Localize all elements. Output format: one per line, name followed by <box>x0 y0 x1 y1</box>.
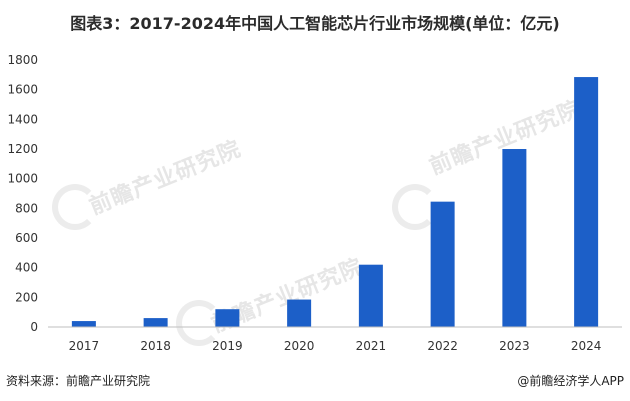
x-tick-label: 2021 <box>356 339 387 353</box>
bar-2021 <box>358 264 383 327</box>
y-tick-label: 0 <box>30 320 38 334</box>
y-tick-label: 1000 <box>7 172 38 186</box>
y-axis-ticks: 0 200 400 600 800 1000 1200 1400 1600 1800 <box>7 53 38 334</box>
y-tick-label: 1200 <box>7 142 38 156</box>
bar-2024 <box>574 77 599 327</box>
y-tick-label: 200 <box>15 290 38 304</box>
y-tick-label: 400 <box>15 261 38 275</box>
x-tick-label: 2022 <box>427 339 458 353</box>
bar-2018 <box>143 318 168 327</box>
bar-2020 <box>287 299 312 327</box>
y-tick-label: 1600 <box>7 83 38 97</box>
x-tick-label: 2019 <box>212 339 243 353</box>
chart-title: 图表3：2017-2024年中国人工智能芯片行业市场规模(单位：亿元) <box>70 14 560 33</box>
x-tick-label: 2018 <box>140 339 171 353</box>
x-tick-label: 2020 <box>284 339 315 353</box>
bar-2022 <box>430 201 455 327</box>
x-tick-label: 2023 <box>499 339 530 353</box>
watermark-logo-icon <box>176 300 222 346</box>
watermark-logo-icon <box>52 184 98 230</box>
bar-2017 <box>71 321 96 327</box>
x-tick-label: 2017 <box>69 339 100 353</box>
source-note: 资料来源：前瞻产业研究院 <box>6 374 151 388</box>
y-tick-label: 800 <box>15 201 38 215</box>
bar-2019 <box>215 309 240 327</box>
y-tick-label: 1400 <box>7 112 38 126</box>
x-axis-ticks: 2017 2018 2019 2020 2021 2022 2023 2024 <box>69 339 602 353</box>
watermark-logo-icon <box>392 184 438 230</box>
y-tick-label: 1800 <box>7 53 38 67</box>
brand-label: @前瞻经济学人APP <box>517 374 624 388</box>
y-tick-label: 600 <box>15 231 38 245</box>
x-tick-label: 2024 <box>571 339 602 353</box>
bar-2023 <box>502 149 527 327</box>
bars <box>71 77 599 327</box>
